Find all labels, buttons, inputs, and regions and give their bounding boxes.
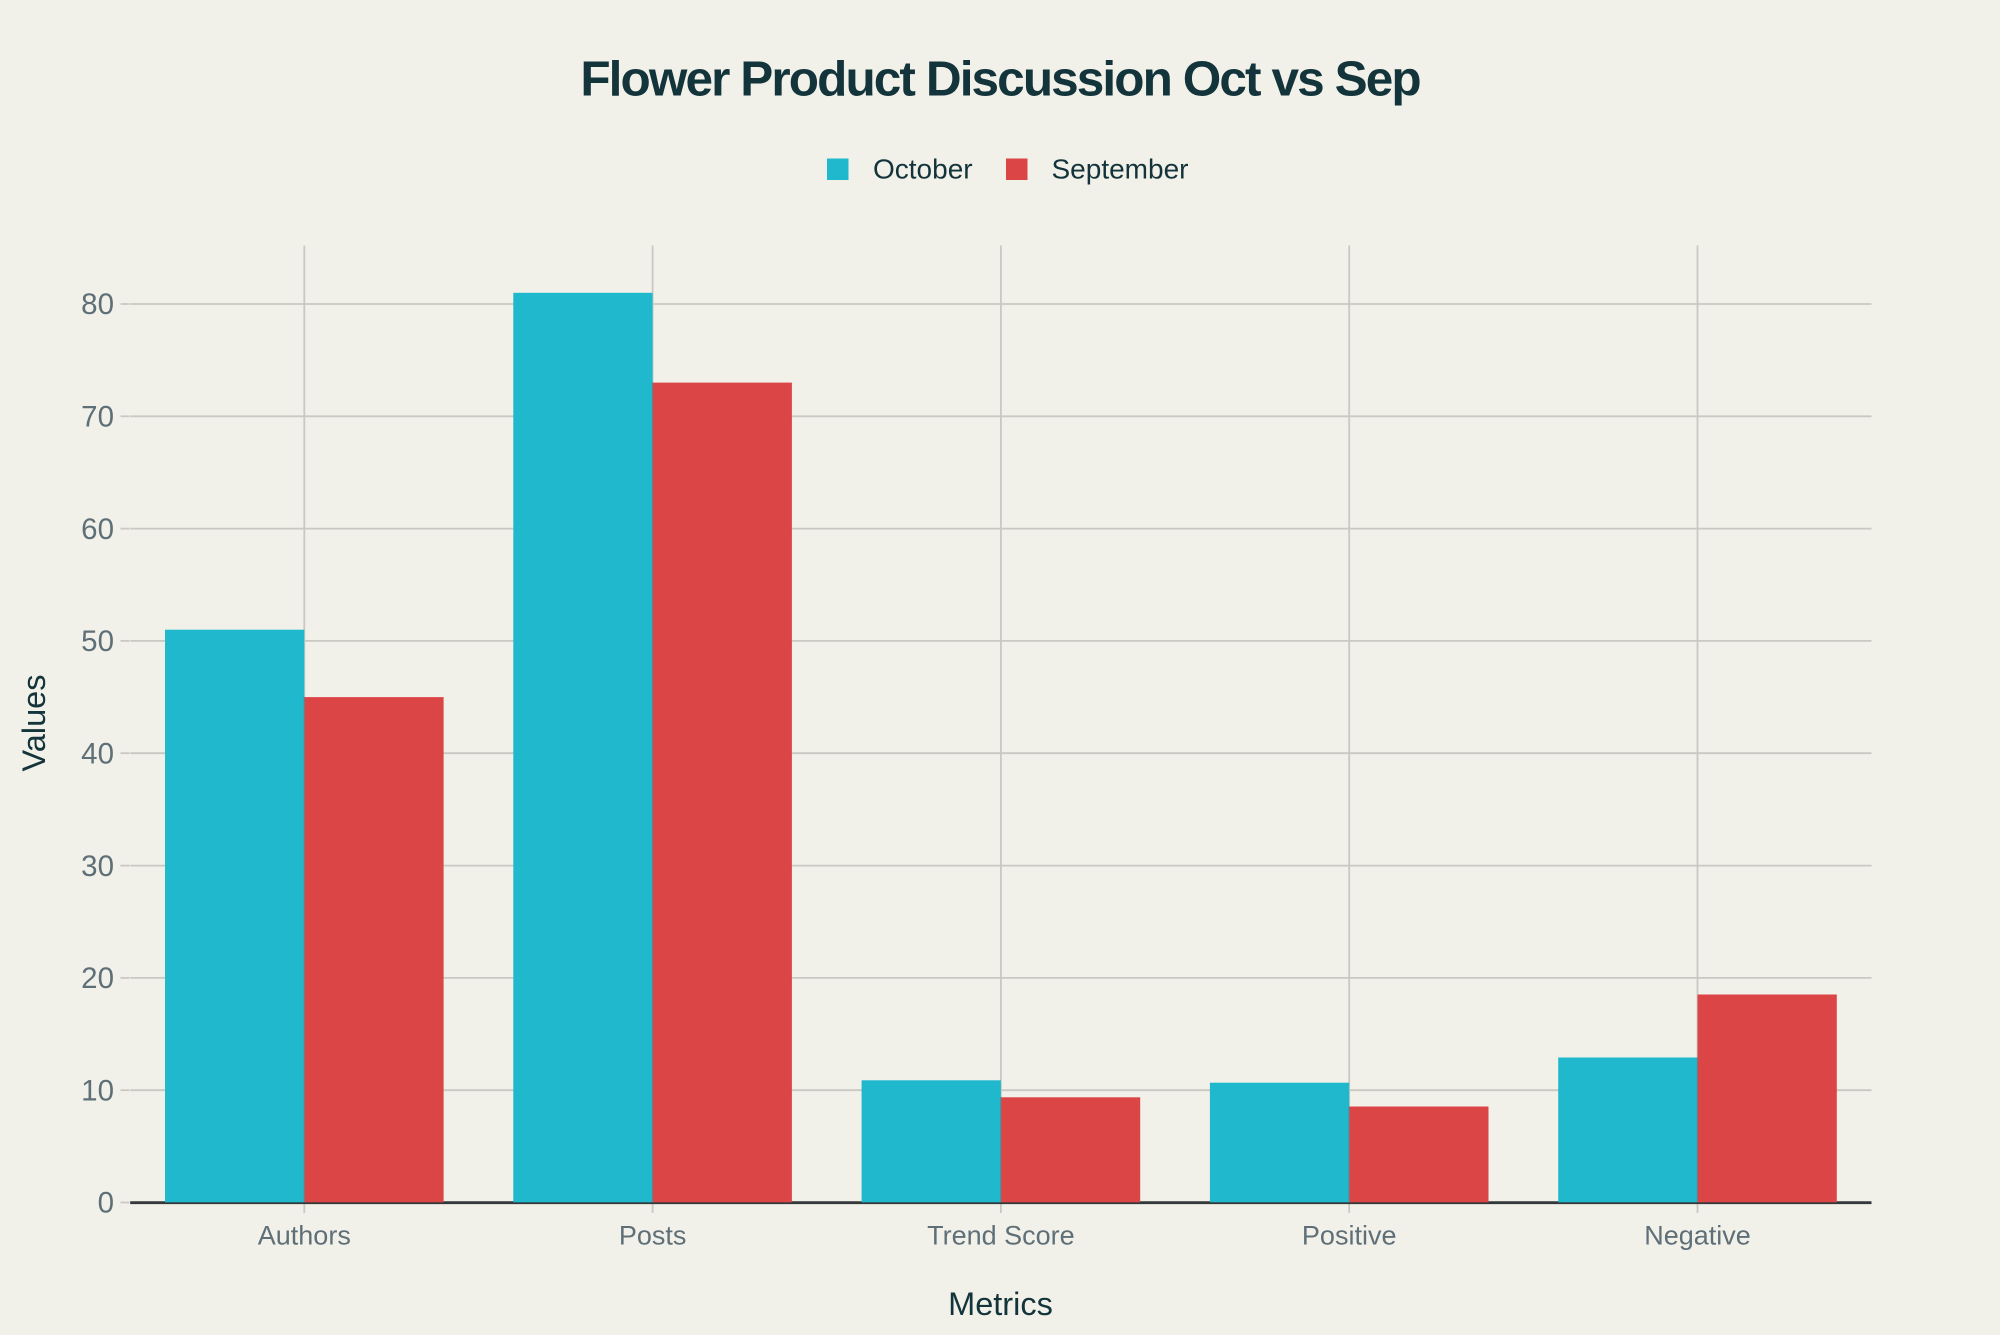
svg-text:80: 80 — [81, 288, 114, 321]
svg-text:Authors: Authors — [258, 1221, 351, 1251]
svg-text:Flower Product Discussion Oct: Flower Product Discussion Oct vs Sep — [580, 52, 1420, 107]
svg-text:40: 40 — [81, 738, 114, 771]
svg-text:70: 70 — [81, 401, 114, 434]
svg-text:50: 50 — [81, 625, 114, 658]
svg-text:October: October — [873, 154, 973, 185]
svg-text:0: 0 — [98, 1187, 114, 1220]
svg-text:Posts: Posts — [619, 1221, 687, 1251]
svg-text:10: 10 — [81, 1074, 114, 1107]
svg-text:Negative: Negative — [1644, 1221, 1751, 1251]
svg-text:Trend Score: Trend Score — [927, 1221, 1075, 1251]
svg-text:30: 30 — [81, 850, 114, 883]
svg-text:60: 60 — [81, 513, 114, 546]
svg-text:Metrics: Metrics — [948, 1286, 1053, 1322]
svg-text:20: 20 — [81, 962, 114, 995]
svg-text:Positive: Positive — [1302, 1221, 1397, 1251]
svg-text:Values: Values — [16, 675, 52, 772]
svg-text:September: September — [1052, 154, 1189, 185]
